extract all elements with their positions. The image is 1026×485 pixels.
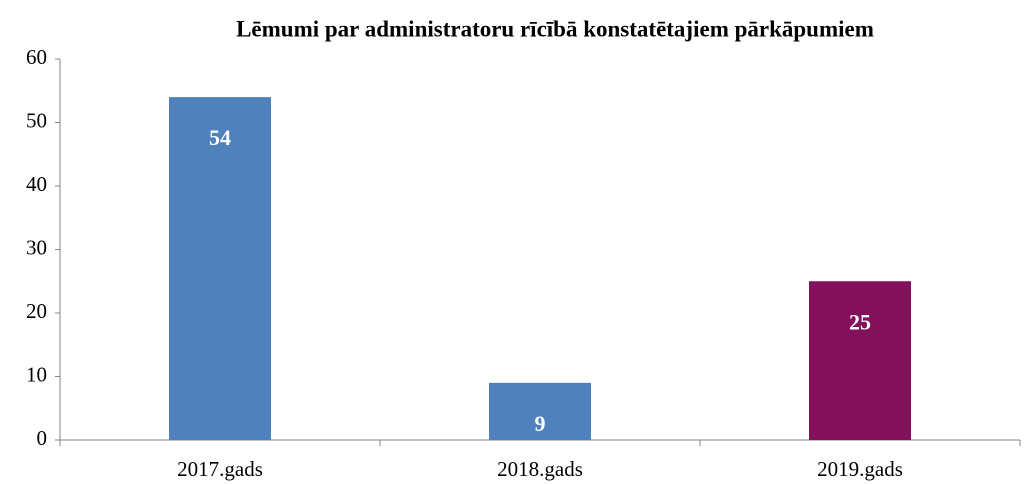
y-tick-label: 50 <box>26 108 47 132</box>
bar <box>809 281 911 440</box>
x-tick-label: 2019.gads <box>817 457 903 481</box>
y-tick-label: 0 <box>37 426 48 450</box>
data-label: 25 <box>849 309 871 334</box>
y-tick-label: 20 <box>26 299 47 323</box>
bar <box>489 382 591 440</box>
y-tick-label: 60 <box>26 45 47 69</box>
y-tick-label: 30 <box>26 235 47 259</box>
x-tick-label: 2017.gads <box>177 457 263 481</box>
data-label: 9 <box>535 411 546 436</box>
y-tick-label: 40 <box>26 172 47 196</box>
x-tick-label: 2018.gads <box>497 457 583 481</box>
chart-title: Lēmumi par administratoru rīcībā konstat… <box>236 16 874 41</box>
data-label: 54 <box>209 125 231 150</box>
y-tick-label: 10 <box>26 362 47 386</box>
bar <box>169 97 271 440</box>
